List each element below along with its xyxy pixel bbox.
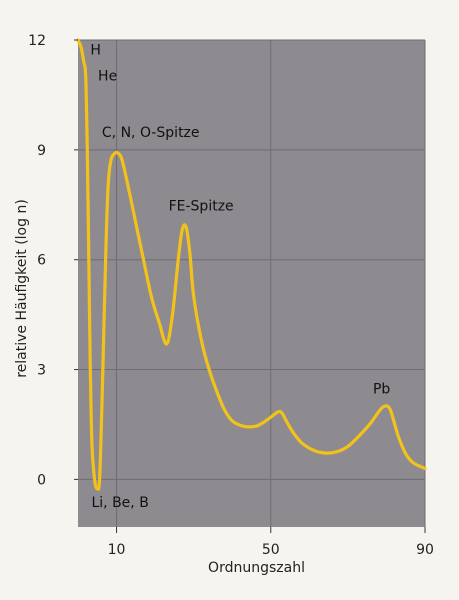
y-tick-label: 3 bbox=[37, 363, 46, 379]
annotation-label: Li, Be, B bbox=[91, 495, 148, 511]
y-tick-label: 12 bbox=[28, 33, 46, 49]
y-tick-label: 0 bbox=[37, 472, 46, 488]
x-tick-label: 10 bbox=[108, 542, 126, 558]
x-tick-label: 50 bbox=[262, 542, 280, 558]
annotation-label: He bbox=[98, 68, 117, 84]
annotation-label: H bbox=[90, 43, 101, 59]
abundance-line bbox=[76, 38, 427, 491]
annotation-label: FE-Spitze bbox=[169, 198, 234, 214]
x-tick-label: 90 bbox=[416, 542, 434, 558]
annotation-label: Pb bbox=[373, 381, 390, 397]
y-axis-title: relative Häufigkeit (log n) bbox=[14, 199, 30, 378]
grid bbox=[78, 39, 426, 527]
y-tick-label: 6 bbox=[37, 253, 46, 269]
x-axis-ticks: 10 50 90 bbox=[108, 527, 434, 558]
x-axis-title: Ordnungszahl bbox=[208, 560, 305, 576]
y-tick-label: 9 bbox=[37, 143, 46, 159]
annotations: H He C, N, O-Spitze FE-Spitze Pb Li, Be, B bbox=[90, 43, 390, 511]
y-axis-ticks: 0 3 6 9 12 bbox=[28, 33, 78, 488]
annotation-label: C, N, O-Spitze bbox=[102, 125, 200, 141]
plot-background bbox=[78, 40, 425, 527]
